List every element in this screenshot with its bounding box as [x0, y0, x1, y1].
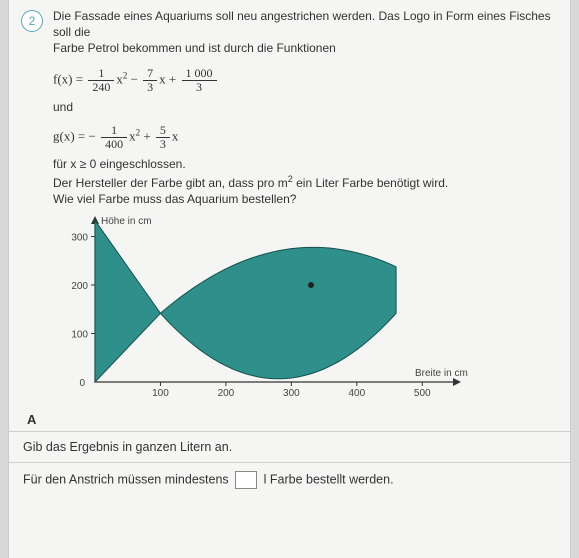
- page: 2 Die Fassade eines Aquariums soll neu a…: [8, 0, 571, 558]
- hint-2: Wie viel Farbe muss das Aquarium bestell…: [53, 192, 558, 206]
- answer-input[interactable]: [235, 471, 257, 489]
- f-t2-tail: x +: [159, 71, 176, 86]
- g-lhs: g(x) = −: [53, 129, 96, 144]
- section-a-label: A: [27, 412, 558, 427]
- f-lhs: f(x) =: [53, 71, 83, 86]
- svg-text:300: 300: [71, 233, 88, 244]
- prompt-line-1: Die Fassade eines Aquariums soll neu ang…: [53, 9, 551, 39]
- question-prompt: Die Fassade eines Aquariums soll neu ang…: [53, 8, 558, 57]
- formula-g: g(x) = − 1 400 x2 + 5 3 x: [53, 124, 558, 151]
- f-exp2a: 2: [123, 70, 128, 80]
- g-exp2: 2: [136, 127, 141, 137]
- f-minus: −: [131, 71, 138, 86]
- instruction-text: Gib das Ergebnis in ganzen Litern an.: [23, 440, 558, 454]
- content-block: f(x) = 1 240 x2 − 7 3 x + 1 000 3 und g(…: [53, 67, 558, 403]
- svg-text:200: 200: [218, 388, 235, 399]
- g-frac-1: 1 400: [101, 124, 127, 151]
- f-frac-2: 7 3: [143, 67, 157, 94]
- svg-text:Breite in cm: Breite in cm: [415, 368, 468, 379]
- divider-1: [9, 431, 570, 432]
- g-frac-2: 5 3: [156, 124, 170, 151]
- question-row: 2 Die Fassade eines Aquariums soll neu a…: [21, 8, 558, 57]
- svg-text:200: 200: [71, 281, 88, 292]
- svg-text:400: 400: [348, 388, 365, 399]
- hint-1: Der Hersteller der Farbe gibt an, dass p…: [53, 174, 558, 190]
- answer-line: Für den Anstrich müssen mindestens l Far…: [23, 471, 558, 489]
- f-frac-1: 1 240: [88, 67, 114, 94]
- prompt-line-2: Farbe Petrol bekommen und ist durch die …: [53, 41, 336, 55]
- question-number-badge: 2: [21, 10, 43, 32]
- answer-prefix: Für den Anstrich müssen mindestens: [23, 473, 229, 487]
- chart-container: Höhe in cm 0 100 200 300 100 200 300 400 500 Breit…: [53, 212, 558, 402]
- svg-text:0: 0: [79, 378, 85, 389]
- svg-text:Höhe in cm: Höhe in cm: [101, 216, 152, 227]
- g-plus: +: [143, 129, 150, 144]
- f-frac-3: 1 000 3: [182, 67, 217, 94]
- formula-f: f(x) = 1 240 x2 − 7 3 x + 1 000 3: [53, 67, 558, 94]
- divider-2: [9, 462, 570, 463]
- question-number: 2: [29, 14, 36, 28]
- svg-text:300: 300: [283, 388, 300, 399]
- svg-text:100: 100: [71, 330, 88, 341]
- domain-text: für x ≥ 0 eingeschlossen.: [53, 157, 558, 171]
- answer-unit: l Farbe bestellt werden.: [264, 473, 394, 487]
- svg-text:500: 500: [414, 388, 431, 399]
- g-t2-tail: x: [172, 129, 179, 144]
- und-label: und: [53, 100, 558, 114]
- svg-text:100: 100: [152, 388, 169, 399]
- fish-chart: Höhe in cm 0 100 200 300 100 200 300 400 500 Breit…: [53, 212, 473, 402]
